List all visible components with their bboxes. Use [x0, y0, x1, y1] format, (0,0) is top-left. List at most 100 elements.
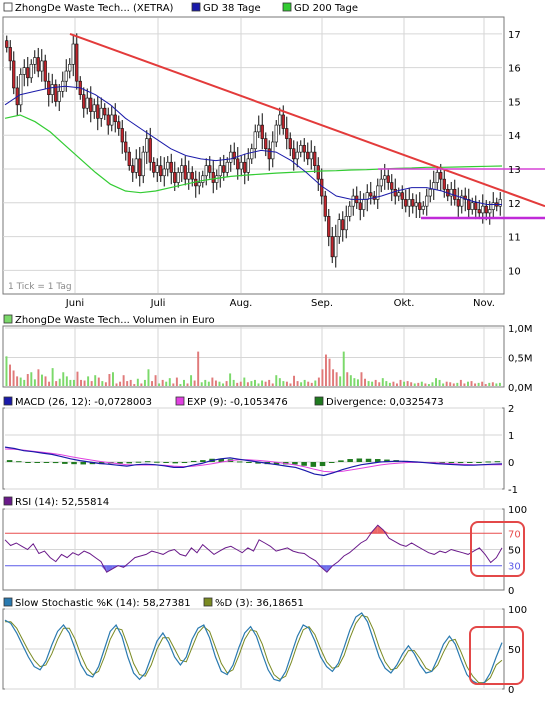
- volume-bar-57: [207, 381, 210, 386]
- divergence-bar-18: [172, 462, 179, 464]
- legend-label-gd38: GD 38 Tage: [203, 3, 261, 14]
- divergence-bar-27: [255, 462, 261, 464]
- candle-body-93: [330, 236, 334, 258]
- volume-bar-118: [424, 383, 427, 386]
- legend-label-volume: ZhongDe Waste Tech... Volumen in Euro: [15, 315, 215, 326]
- candle-body-87: [309, 151, 313, 160]
- legend-label-gd200: GD 200 Tage: [294, 3, 358, 14]
- candle-body-91: [323, 195, 327, 217]
- candle-body-98: [348, 205, 352, 217]
- volume-bar-55: [200, 382, 203, 386]
- candle-body-61: [218, 165, 222, 177]
- divergence-bar-5: [52, 462, 59, 464]
- volume-bar-110: [396, 383, 398, 386]
- candle-body-108: [383, 175, 387, 180]
- volume-bar-64: [232, 379, 235, 386]
- volume-bar-0: [5, 356, 8, 386]
- candle-body-119: [421, 205, 425, 210]
- candle-body-72: [257, 124, 261, 133]
- volume-bar-130: [467, 381, 469, 386]
- volume-bar-100: [360, 372, 363, 386]
- candle-body-11: [43, 60, 47, 82]
- volume-bar-62: [225, 381, 228, 386]
- volume-bar-72: [261, 380, 264, 386]
- price-x-tick-0: Juni: [65, 298, 84, 309]
- volume-bar-83: [300, 382, 303, 386]
- volume-bar-36: [133, 384, 136, 386]
- candle-body-39: [141, 151, 145, 177]
- candle-body-44: [159, 165, 163, 177]
- volume-bar-21: [80, 379, 82, 386]
- candle-body-15: [57, 91, 61, 102]
- volume-bar-91: [328, 358, 331, 386]
- volume-bar-33: [122, 375, 125, 386]
- price-y-tick-6: 16: [508, 64, 521, 75]
- divergence-bar-2: [25, 462, 31, 463]
- volume-bar-51: [186, 383, 189, 386]
- candle-body-88: [313, 151, 317, 166]
- candle-body-31: [113, 114, 117, 123]
- price-x-tick-1: Juli: [150, 298, 166, 309]
- stoch-legend: Slow Stochastic %K (14): 58,27381 %D (3)…: [3, 597, 304, 609]
- candle-body-92: [327, 216, 331, 237]
- candle-body-90: [320, 178, 324, 197]
- volume-bar-30: [112, 372, 114, 386]
- stoch-y-tick-1: 50: [508, 645, 521, 656]
- volume-y-axis: 1,0M 0,5M 0,0M: [508, 324, 533, 394]
- legend-label-candles: ZhongDe Waste Tech... (XETRA): [15, 3, 174, 14]
- candle-body-49: [176, 172, 180, 183]
- stoch-highlight-box: [469, 626, 524, 685]
- legend-swatch-divergence: [314, 396, 324, 406]
- divergence-bar-6: [62, 462, 68, 464]
- volume-bar-46: [168, 378, 171, 386]
- volume-bar-135: [484, 384, 487, 386]
- candle-body-73: [260, 124, 264, 139]
- candle-body-113: [400, 192, 404, 200]
- volume-bar-22: [83, 380, 86, 386]
- legend-swatch-stoch-d: [203, 597, 213, 607]
- candle-body-64: [229, 151, 233, 163]
- volume-bar-48: [175, 377, 178, 386]
- candle-body-45: [162, 168, 166, 177]
- candle-body-127: [449, 188, 453, 197]
- candle-body-68: [243, 161, 247, 173]
- legend-swatch-ema: [175, 396, 185, 406]
- volume-bar-80: [289, 383, 292, 386]
- volume-bar-86: [310, 382, 313, 386]
- volume-bar-131: [470, 381, 473, 386]
- candle-body-139: [491, 202, 495, 210]
- divergence-bar-15: [144, 461, 151, 463]
- volume-bar-119: [427, 384, 430, 386]
- volume-bar-81: [293, 375, 295, 386]
- volume-bar-133: [477, 382, 480, 386]
- price-y-tick-3: 13: [508, 165, 521, 176]
- volume-bar-12: [48, 381, 51, 386]
- price-y-tick-7: 17: [508, 30, 521, 41]
- candle-body-1: [8, 47, 12, 62]
- candle-body-131: [463, 195, 467, 200]
- legend-swatch-candles: [3, 2, 13, 12]
- volume-bar-126: [452, 383, 455, 386]
- volume-bar-23: [87, 376, 90, 386]
- price-y-tick-2: 12: [508, 199, 521, 210]
- volume-bar-73: [264, 381, 267, 386]
- candle-body-95: [337, 219, 341, 237]
- candle-body-125: [442, 178, 446, 190]
- candle-body-42: [152, 161, 156, 173]
- candle-body-41: [148, 138, 152, 163]
- volume-bar-84: [303, 379, 306, 386]
- candle-body-60: [215, 175, 219, 183]
- volume-bar-121: [435, 378, 437, 386]
- candle-body-78: [278, 114, 282, 126]
- candle-body-40: [145, 138, 149, 153]
- divergence-bar-34: [319, 462, 326, 467]
- candle-body-115: [407, 199, 411, 207]
- volume-bar-70: [254, 379, 256, 386]
- legend-label-macd: MACD (26, 12): -0,0728003: [15, 397, 152, 408]
- volume-bar-35: [129, 379, 132, 386]
- volume-bar-24: [90, 381, 93, 386]
- rsi-line: [4, 524, 503, 573]
- volume-bar-113: [406, 381, 409, 386]
- divergence-bar-12: [117, 462, 123, 464]
- tick-note: 1 Tick = 1 Tag: [8, 282, 72, 292]
